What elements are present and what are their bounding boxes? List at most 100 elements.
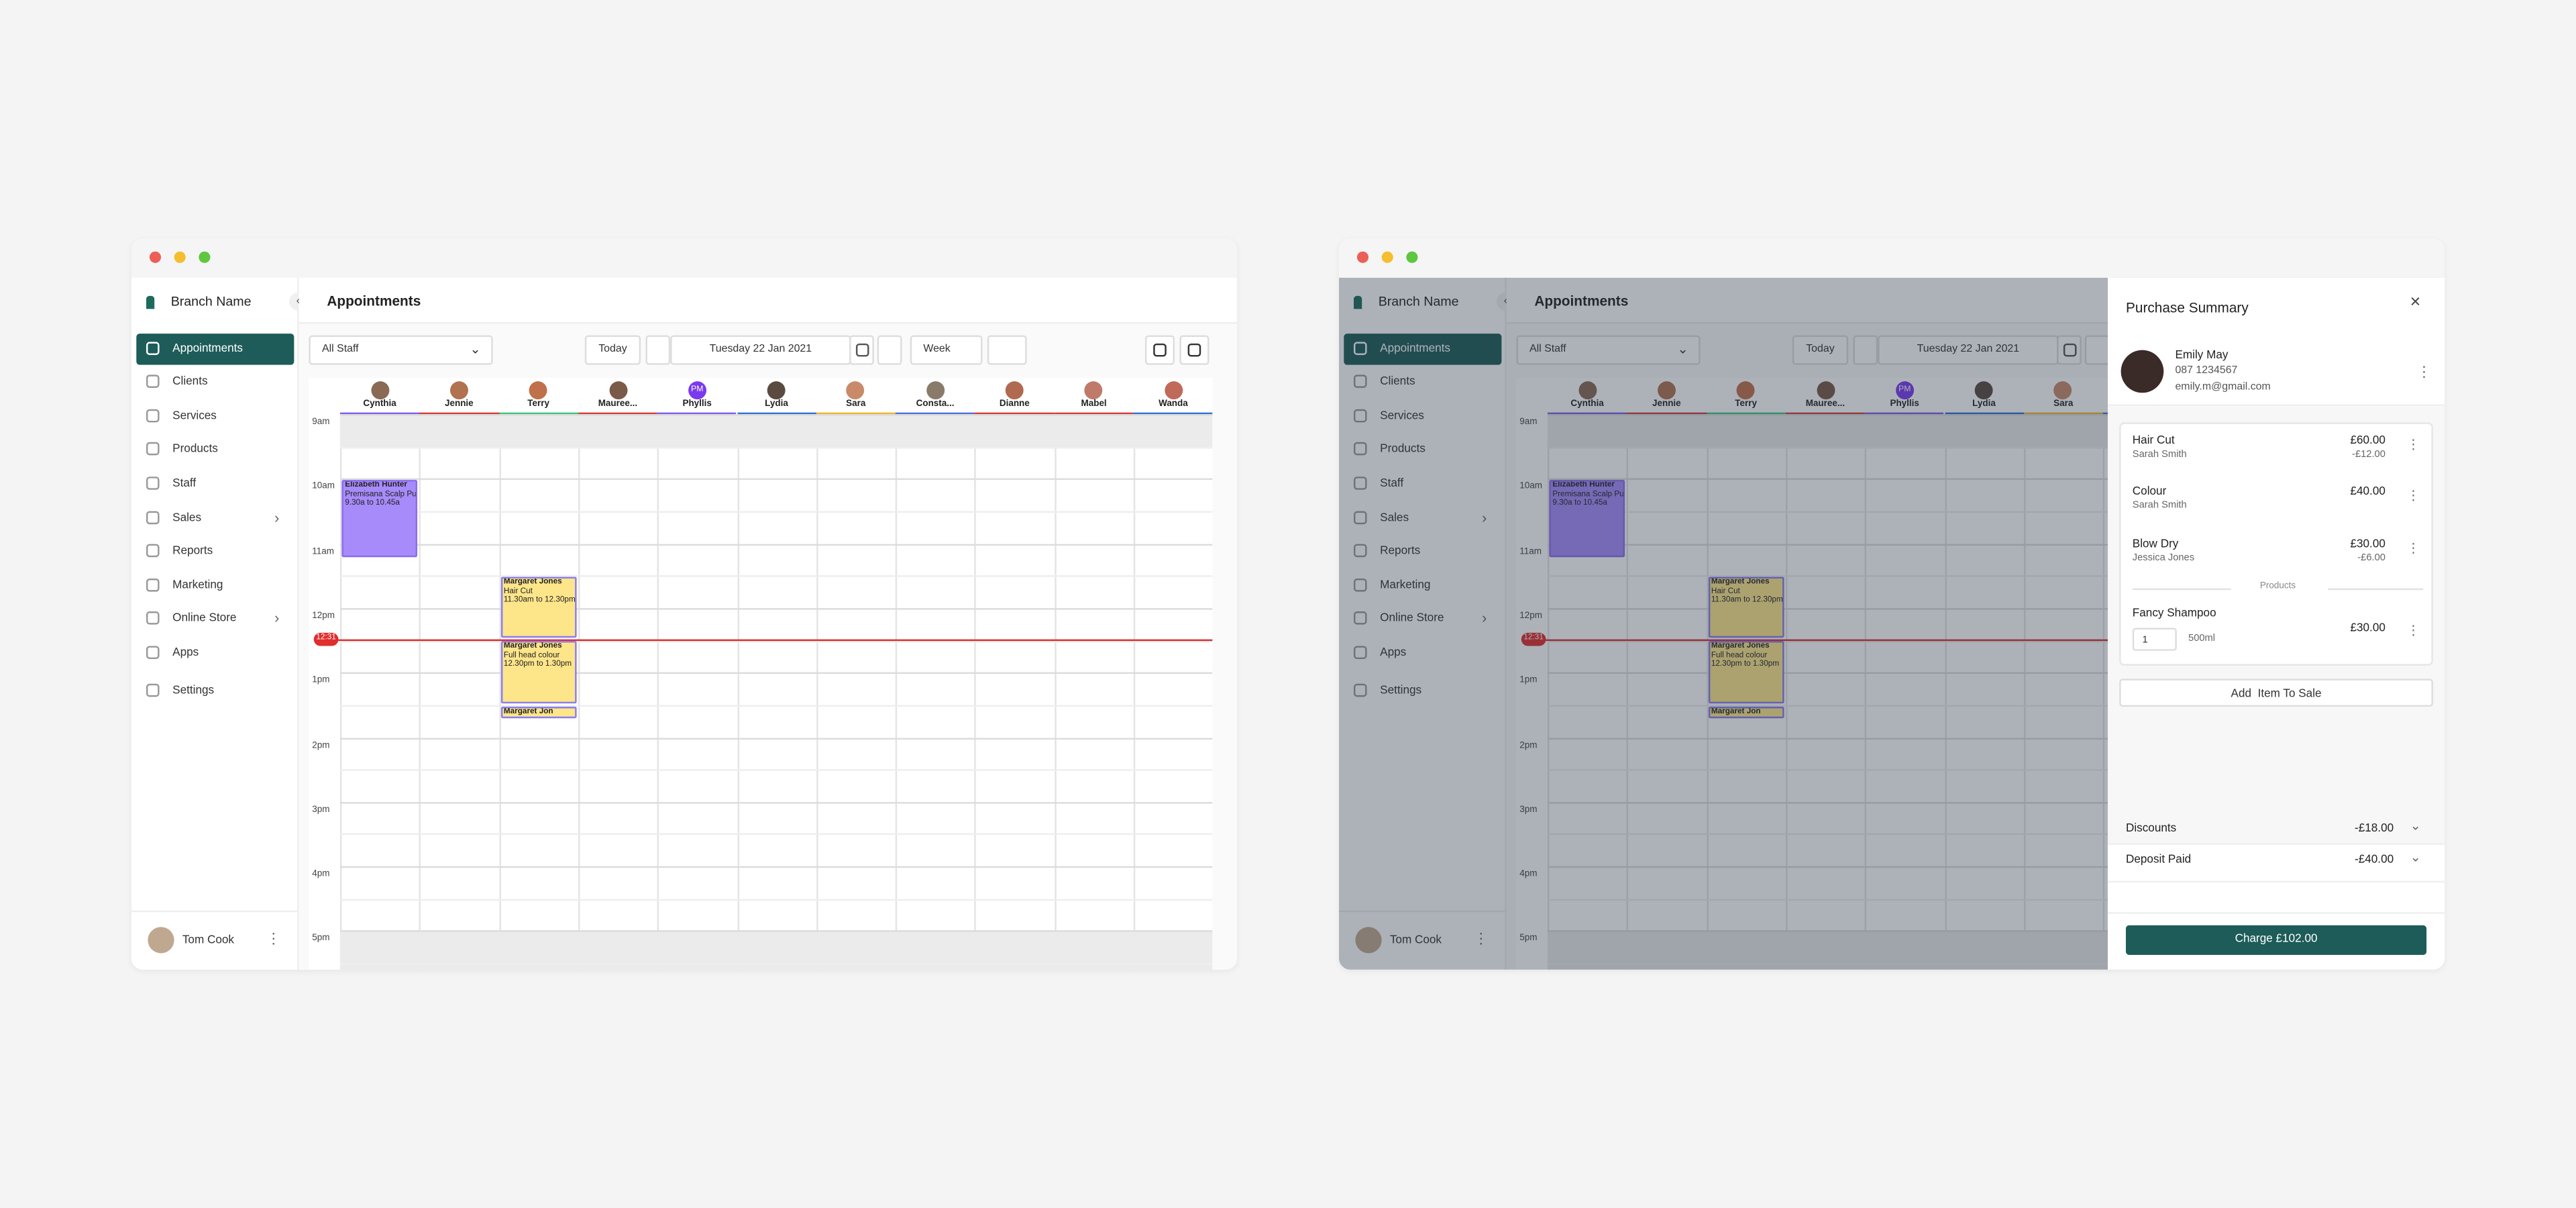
today-button-label: Today bbox=[598, 343, 627, 355]
nav-item[interactable]: Apps bbox=[1344, 638, 1501, 669]
nav-item[interactable]: Reports bbox=[1344, 536, 1501, 568]
appointment-client: Margaret Jones bbox=[1711, 578, 1770, 587]
appointment[interactable]: Elizabeth Hunter Premisana Scalp Pu 9.30a … bbox=[341, 480, 418, 558]
quantity-select[interactable]: 1 bbox=[2132, 627, 2177, 651]
nav-item[interactable]: Appointments bbox=[136, 332, 294, 364]
nav-item[interactable]: Online Store › bbox=[136, 604, 294, 636]
calendar-button[interactable] bbox=[2057, 335, 2082, 365]
prev-button[interactable] bbox=[1853, 335, 1878, 365]
view-button[interactable]: Week bbox=[910, 335, 983, 365]
today-button[interactable]: Today bbox=[1792, 335, 1849, 365]
window-control[interactable] bbox=[174, 251, 186, 263]
nav-item[interactable]: Settings bbox=[1344, 674, 1501, 706]
date-button[interactable]: Tuesday 22 Jan 2021 bbox=[1878, 335, 2059, 365]
item-menu[interactable]: ⋮ bbox=[2406, 623, 2420, 638]
user-menu[interactable]: ⋮ bbox=[266, 930, 281, 947]
window-control[interactable] bbox=[1406, 251, 1418, 263]
items-card: Hair Cut Sarah Smith £60.00 -£12.00 ⋮ Colour S… bbox=[2119, 422, 2433, 666]
window-control[interactable] bbox=[199, 251, 211, 263]
nav-item[interactable]: Marketing bbox=[136, 570, 294, 601]
staff-filter[interactable]: All Staff ⌄ bbox=[309, 335, 493, 365]
nav-item[interactable]: Services bbox=[136, 401, 294, 432]
nav-item[interactable]: Appointments bbox=[1344, 332, 1502, 364]
nav-item[interactable]: Online Store › bbox=[1344, 604, 1501, 636]
nav-item[interactable]: Sales › bbox=[136, 502, 294, 534]
staff-filter[interactable]: All Staff ⌄ bbox=[1516, 335, 1701, 365]
close-button[interactable]: × bbox=[2410, 292, 2421, 313]
staff-color-bar bbox=[1133, 411, 1213, 415]
staff-color-bar bbox=[975, 411, 1055, 415]
staff-initials: PM bbox=[1898, 385, 1911, 395]
user-menu[interactable]: ⋮ bbox=[1473, 930, 1489, 947]
staff-avatar bbox=[370, 381, 389, 400]
nav-item[interactable]: Services bbox=[1344, 401, 1501, 432]
charge-button[interactable]: Charge £102.00 bbox=[2125, 925, 2427, 955]
staff-name: Jennie bbox=[444, 399, 474, 409]
row-line bbox=[339, 575, 1213, 578]
column-line bbox=[1547, 414, 1550, 970]
nav-item[interactable]: Staff bbox=[136, 468, 294, 500]
icon bbox=[146, 341, 160, 354]
item-menu[interactable]: ⋮ bbox=[2406, 540, 2420, 556]
nav-item[interactable]: Apps bbox=[136, 638, 294, 669]
nav-item[interactable]: Reports bbox=[136, 536, 294, 568]
nav-label: Marketing bbox=[1380, 579, 1431, 591]
column-line bbox=[498, 414, 500, 970]
appointment-client: Margaret Jon bbox=[503, 708, 553, 717]
zoom-button[interactable] bbox=[1179, 335, 1210, 365]
appointment-client: Margaret Jones bbox=[503, 578, 562, 587]
add-item-button[interactable]: Add Item To Sale bbox=[2119, 678, 2433, 707]
appointment[interactable]: Margaret Jon bbox=[500, 707, 577, 719]
divider bbox=[2132, 588, 2231, 591]
chevron[interactable]: ⌄ bbox=[2410, 850, 2422, 865]
nav-item[interactable]: Settings bbox=[136, 674, 294, 706]
next-button[interactable] bbox=[2084, 335, 2110, 365]
divider bbox=[2328, 588, 2424, 591]
row-line bbox=[1547, 607, 2420, 610]
window-control[interactable] bbox=[149, 251, 162, 263]
date-button[interactable]: Tuesday 22 Jan 2021 bbox=[670, 335, 851, 365]
nav-item[interactable]: Sales › bbox=[1344, 502, 1501, 534]
staff-color-bar bbox=[419, 411, 499, 415]
window-control[interactable] bbox=[1381, 251, 1393, 263]
row-line bbox=[1547, 931, 2420, 933]
item-menu[interactable]: ⋮ bbox=[2406, 437, 2420, 452]
skip-button[interactable] bbox=[987, 335, 1027, 365]
nav-item[interactable]: Clients bbox=[136, 366, 294, 398]
shade bbox=[339, 414, 1213, 447]
nav-item[interactable]: Clients bbox=[1344, 366, 1501, 398]
appointment-time: 11.30am to 12.30pm bbox=[503, 596, 576, 605]
time-label: 10am bbox=[1519, 482, 1543, 492]
row-line bbox=[339, 607, 1213, 610]
settings-button[interactable] bbox=[1144, 335, 1175, 365]
time-label: 10am bbox=[312, 482, 335, 492]
nav-item[interactable]: Products bbox=[1344, 434, 1501, 466]
prev-button[interactable] bbox=[645, 335, 671, 365]
today-button[interactable]: Today bbox=[584, 335, 641, 365]
nav-item[interactable]: Staff bbox=[1344, 468, 1501, 500]
row-line bbox=[1547, 575, 2420, 578]
staff-avatar bbox=[608, 381, 627, 400]
appointment[interactable]: Margaret Jones Full head colour 12.30pm to… bbox=[500, 641, 577, 704]
appointment[interactable]: Margaret Jones Full head colour 12.30pm to… bbox=[1707, 641, 1784, 704]
staff-color-bar bbox=[1706, 411, 1786, 415]
chevron[interactable]: ⌄ bbox=[2410, 818, 2422, 834]
date-button-label: Tuesday 22 Jan 2021 bbox=[709, 343, 812, 355]
item-menu[interactable]: ⋮ bbox=[2406, 488, 2420, 503]
client-menu[interactable]: ⋮ bbox=[2416, 363, 2432, 380]
app-window: Branch Name ‹ Appointments Clients Services P… bbox=[131, 238, 1238, 970]
view-label: Week bbox=[923, 343, 951, 355]
window-control[interactable] bbox=[1356, 251, 1369, 263]
nav-item[interactable]: Products bbox=[136, 434, 294, 466]
column-line bbox=[1706, 414, 1708, 970]
appointment[interactable]: Elizabeth Hunter Premisana Scalp Pu 9.30a … bbox=[1549, 480, 1625, 558]
appointment[interactable]: Margaret Jones Hair Cut 11.30am to 12.30pm bbox=[500, 576, 577, 638]
staff-color-bar bbox=[816, 411, 896, 415]
calendar-button[interactable] bbox=[849, 335, 874, 365]
appointment[interactable]: Margaret Jones Hair Cut 11.30am to 12.30pm bbox=[1707, 576, 1784, 638]
nav-item[interactable]: Marketing bbox=[1344, 570, 1501, 601]
staff-avatar bbox=[1657, 381, 1676, 400]
appointment[interactable]: Margaret Jon bbox=[1707, 707, 1784, 719]
next-button[interactable] bbox=[877, 335, 902, 365]
